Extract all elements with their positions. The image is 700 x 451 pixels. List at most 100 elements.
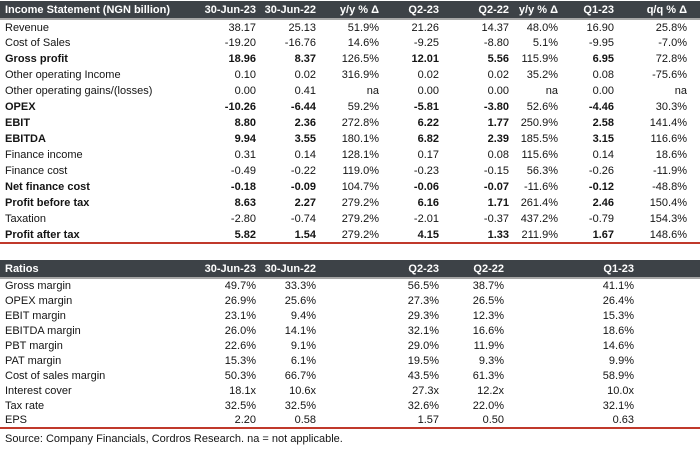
value-cell: 2.39 (487, 133, 509, 145)
value-cell: 316.9% (341, 69, 379, 81)
table-row: Profit before tax 8.63 2.27 279.2% 6.16 1.71 2… (0, 195, 700, 211)
row-label: PBT margin (5, 339, 63, 352)
row-label: Gross margin (5, 280, 72, 292)
value-cell: 261.4% (520, 197, 558, 209)
column-header (318, 260, 381, 279)
table-row: Tax rate 32.5% 32.5% 32.6% 22.0% 32.1% (0, 398, 700, 413)
value-cell (506, 308, 536, 323)
value-cell: 2.46 (592, 197, 614, 209)
value-cell: 25.8% (655, 21, 687, 34)
value-cell: 5.82 (234, 228, 256, 241)
value-cell: -3.80 (483, 101, 509, 113)
value-cell: 9.3% (478, 354, 504, 367)
value-cell: 2.27 (294, 197, 316, 209)
value-cell: 115.6% (521, 149, 559, 161)
ratios-header-row: Ratios 30-Jun-23 30-Jun-22 Q2-23 Q2-22 Q… (0, 260, 700, 279)
table-row: Finance cost -0.49 -0.22 119.0% -0.23 -0.15 56… (0, 163, 700, 179)
value-cell: 0.00 (487, 85, 509, 97)
table-row: Finance income 0.31 0.14 128.1% 0.17 0.08 115.… (0, 147, 700, 163)
value-cell: 0.02 (487, 69, 509, 81)
ratios-table: Ratios 30-Jun-23 30-Jun-22 Q2-23 Q2-22 Q… (0, 260, 700, 429)
value-cell: 0.00 (592, 85, 614, 97)
value-cell (318, 353, 381, 368)
value-cell: -6.44 (290, 101, 316, 113)
value-cell (636, 398, 700, 413)
value-cell: 19.5% (407, 354, 439, 367)
table-row: Profit after tax 5.82 1.54 279.2% 4.15 1.33 21… (0, 227, 700, 243)
value-cell: -48.8% (652, 181, 687, 193)
value-cell: 126.5% (341, 53, 379, 65)
value-cell: 21.26 (411, 21, 439, 34)
row-label: Finance cost (5, 165, 68, 177)
value-cell: 4.15 (417, 228, 439, 241)
value-cell: 0.63 (612, 414, 634, 426)
value-cell: 38.17 (228, 21, 256, 34)
value-cell: 0.58 (294, 414, 316, 426)
value-cell: -10.26 (224, 101, 256, 113)
value-cell: 2.36 (294, 117, 316, 129)
income-statement-header-row: Income Statement (NGN billion) 30-Jun-23… (0, 1, 700, 20)
value-cell: -0.12 (588, 181, 614, 193)
row-label: Tax rate (5, 399, 45, 412)
table-row: Gross profit 18.96 8.37 126.5% 12.01 5.56 115.… (0, 51, 700, 67)
value-cell: 27.3x (412, 384, 439, 397)
value-cell: na (674, 85, 687, 97)
value-cell: 0.00 (417, 85, 439, 97)
row-label: Cost of sales margin (5, 369, 106, 382)
value-cell (318, 293, 381, 308)
value-cell: 0.14 (294, 149, 316, 161)
value-cell: 0.02 (294, 69, 316, 81)
row-label: OPEX (5, 101, 36, 113)
value-cell: 8.63 (234, 197, 256, 209)
table-row: Interest cover 18.1x 10.6x 27.3x 12.2x 10.0x (0, 383, 700, 398)
value-cell: 150.4% (649, 197, 687, 209)
value-cell: 14.6% (602, 339, 634, 352)
value-cell: 0.00 (234, 85, 256, 97)
value-cell (318, 308, 381, 323)
value-cell: 35.2% (526, 69, 558, 81)
value-cell: -11.6% (523, 181, 558, 193)
value-cell: 1.67 (592, 228, 614, 241)
value-cell (506, 338, 536, 353)
value-cell: 38.7% (472, 280, 504, 292)
value-cell: 18.6% (655, 149, 687, 161)
value-cell: -11.9% (652, 165, 687, 177)
row-label: EBITDA (5, 133, 46, 145)
value-cell: 52.6% (526, 101, 558, 113)
value-cell (636, 353, 700, 368)
table-row: PBT margin 22.6% 9.1% 29.0% 11.9% 14.6% (0, 338, 700, 353)
value-cell (636, 413, 700, 428)
table-row: EPS 2.20 0.58 1.57 0.50 0.63 (0, 413, 700, 428)
value-cell: 22.6% (224, 339, 256, 352)
value-cell: -7.0% (658, 37, 687, 49)
value-cell: 43.5% (407, 369, 439, 382)
value-cell: 9.94 (234, 133, 256, 145)
value-cell: -16.76 (284, 37, 316, 49)
value-cell: 6.16 (417, 197, 439, 209)
row-label: EBITDA margin (5, 324, 81, 337)
value-cell: 58.9% (602, 369, 634, 382)
value-cell: 14.1% (284, 324, 316, 337)
column-header: Q2-23 (381, 260, 441, 279)
value-cell: 0.08 (592, 69, 614, 81)
value-cell: 49.7% (224, 280, 256, 292)
value-cell: 128.1% (341, 149, 379, 161)
value-cell: 0.41 (294, 85, 316, 97)
value-cell (636, 308, 700, 323)
value-cell (636, 383, 700, 398)
value-cell: 12.01 (411, 53, 439, 65)
value-cell: 33.3% (284, 280, 316, 292)
value-cell: 15.3% (602, 309, 634, 322)
value-cell: 0.17 (417, 149, 439, 161)
value-cell: 1.33 (487, 228, 509, 241)
value-cell: 12.2x (477, 384, 504, 397)
column-header: Q1-23 (536, 260, 636, 279)
table-row: Other operating Income 0.10 0.02 316.9% 0.02… (0, 67, 700, 83)
value-cell: 72.8% (655, 53, 687, 65)
income-statement-title: Income Statement (NGN billion) (0, 1, 200, 20)
value-cell: 26.9% (224, 294, 256, 307)
table-row: PAT margin 15.3% 6.1% 19.5% 9.3% 9.9% (0, 353, 700, 368)
value-cell (318, 368, 381, 383)
column-header: Q2-23 (381, 1, 441, 20)
row-label: Interest cover (5, 384, 72, 397)
